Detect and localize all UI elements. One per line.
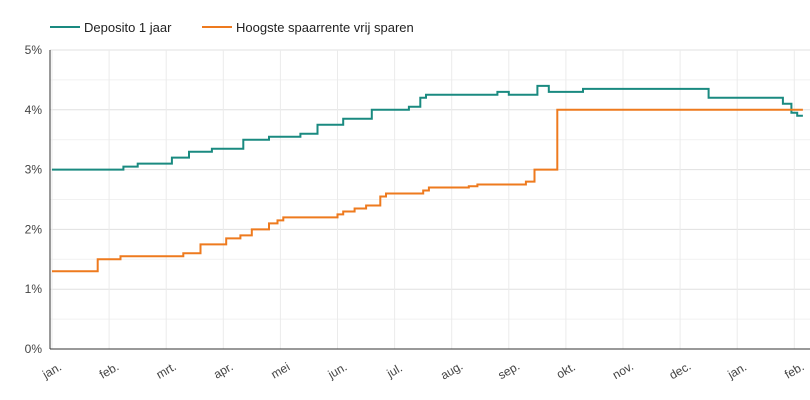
x-tick-label: okt. [554,360,578,382]
x-tick-label: jul. [384,361,405,381]
x-tick-label: feb. [782,359,806,381]
series-line-1 [52,84,803,171]
y-tick-label: 2% [25,222,43,236]
x-tick-label: jan. [724,360,749,382]
y-tick-label: 1% [25,282,43,296]
x-tick-label: dec. [667,359,694,382]
x-tick-label: apr. [211,359,235,381]
legend-label-1: Deposito 1 jaar [84,20,172,35]
x-tick-label: nov. [610,359,636,382]
x-tick-label: sep. [495,359,522,382]
legend: Deposito 1 jaar Hoogste spaarrente vrij s… [50,20,414,35]
series-lines [52,84,803,273]
axes: 0% 1% 2% 3% 4% 5% jan. feb. mrt. apr. mei jun. jul. a… [25,43,810,382]
x-tick-label: mrt. [154,359,179,381]
x-tick-label: mei [269,360,293,382]
y-tick-label: 0% [25,342,43,356]
series-line-2 [52,108,803,273]
x-tick-label: jun. [325,360,350,382]
x-tick-label: feb. [97,359,121,381]
y-tick-label: 4% [25,103,43,117]
y-tick-label: 5% [25,43,43,57]
gridlines [50,49,810,350]
y-tick-label: 3% [25,163,43,177]
legend-label-2: Hoogste spaarrente vrij sparen [236,20,414,35]
x-tick-label: aug. [438,359,465,383]
x-tick-label: jan. [39,360,64,382]
